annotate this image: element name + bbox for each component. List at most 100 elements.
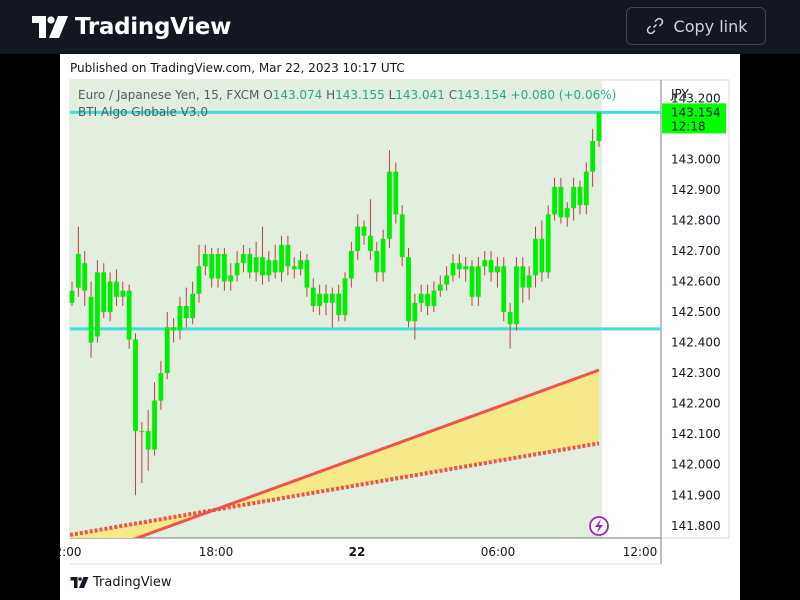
candle-body [545,214,551,273]
y-tick-label: 142.900 [671,183,721,197]
symbol-legend: Euro / Japanese Yen, 15, FXCM O143.074 H… [78,88,616,102]
candle-body [317,293,323,306]
price-chart[interactable]: Euro / Japanese Yen, 15, FXCM O143.074 H… [60,54,740,600]
candle-body [495,266,500,273]
candle-body [266,260,272,276]
candle-body [564,208,570,218]
brand-logo[interactable]: TradingView [32,12,231,42]
candle-body [196,266,202,294]
copy-link-label: Copy link [673,16,748,36]
candle-body [215,254,221,279]
price-badge-value: 143.154 [671,105,721,119]
y-tick-label: 142.700 [671,244,721,258]
candle-body [101,272,107,313]
y-tick-label: 141.900 [671,488,721,502]
candle-body [336,293,342,316]
link-icon [646,17,663,35]
candle-body [310,287,316,306]
candle-body [114,281,119,297]
candle-body [374,250,380,273]
indicator-band-fill [70,370,599,538]
candle-body [241,254,246,264]
candle-body [418,293,424,303]
close-value: 143.154 [457,88,510,102]
candle-body [380,238,386,273]
candle-body [126,290,132,340]
candle-body [139,431,145,433]
y-tick-label: 142.500 [671,305,721,319]
candle-body [456,263,462,270]
candle-body [571,186,576,209]
candle-body [450,263,456,276]
candle-body [304,260,310,288]
candle-body [95,272,100,337]
candle-body [469,266,475,297]
candle-body [488,260,494,273]
candle-body [393,171,399,215]
close-label: C [449,88,457,102]
y-tick-label: 142.300 [671,366,721,380]
candle-body [209,254,215,279]
candle-body [234,263,240,276]
candle-body [177,305,183,331]
y-tick-label: 142.400 [671,336,721,350]
open-label: O [263,88,272,102]
x-tick-label: 22 [349,545,366,559]
candle-body [583,171,589,206]
x-tick-label: 2:00 [60,545,81,559]
candle-body [463,266,469,270]
candle-body [107,281,113,313]
low-value: 143.041 [395,88,448,102]
candle-body [291,266,297,270]
candle-body [425,293,430,306]
candle-body [152,400,157,450]
indicator-lower-line [70,441,600,537]
change-value: +0.080 (+0.06%) [511,88,617,102]
y-tick-label: 142.800 [671,213,721,227]
tradingview-logo-icon [32,16,68,38]
x-tick-label: 18:00 [199,545,234,559]
candle-body [164,327,170,374]
candle-body [253,257,259,273]
footer-brand: TradingView [93,575,172,590]
candle-body [475,266,481,297]
candle-body [406,257,411,322]
price-badge-countdown: 12:18 [671,119,706,133]
candle-body [596,112,602,142]
indicator-name: BTI Algo Globale V3.0 [78,105,208,119]
candle-body [437,284,443,291]
brand-name: TradingView [75,14,232,40]
currency-label: JPY [670,87,690,101]
y-tick-label: 142.200 [671,397,721,411]
candle-body [247,254,253,273]
candle-body [482,260,488,267]
candle-body [577,186,583,206]
footer-logo[interactable]: TradingView [70,575,172,590]
candle-body [88,296,94,343]
candle-body [260,257,265,276]
candle-body [158,373,164,401]
x-tick-label: 06:00 [481,545,516,559]
candle-body [133,339,138,432]
candle-body [539,238,545,273]
copy-link-button[interactable]: Copy link [626,7,766,45]
candle-body [399,214,405,258]
candle-body [285,244,291,267]
candle-body [431,290,437,306]
candle-body [526,275,532,288]
candle-body [387,171,392,239]
candle-body [590,141,596,172]
candle-body [342,278,348,316]
top-bar: TradingView Copy link [0,0,800,54]
candle-body [368,235,373,251]
candle-body [514,266,519,325]
candle-body [171,327,176,331]
candle-body [520,266,526,288]
published-caption: Published on TradingView.com, Mar 22, 20… [70,61,405,75]
candle-body [279,244,284,273]
candle-body [298,260,303,270]
session-zone [70,80,602,538]
high-label: H [326,88,335,102]
indicator-upper-line [132,368,600,538]
symbol-name: Euro / Japanese Yen, 15, FXCM [78,88,263,102]
